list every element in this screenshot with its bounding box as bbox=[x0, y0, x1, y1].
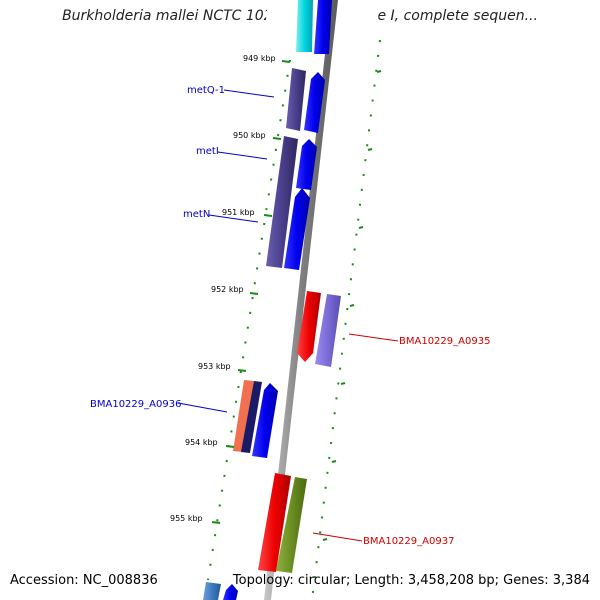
tick-label: 953 kbp bbox=[198, 362, 231, 371]
gene-labels: metQ-1 metI metN BMA10229_A0935 BMA10229… bbox=[90, 85, 490, 547]
tick-label: 949 kbp bbox=[243, 54, 276, 63]
guide-dashes bbox=[322, 70, 382, 541]
gene-label-A0937[interactable]: BMA10229_A0937 bbox=[363, 536, 454, 547]
scale-ticks: 949 kbp 950 kbp 951 kbp 952 kbp 953 kbp … bbox=[170, 54, 291, 524]
gene-bottom-steel[interactable] bbox=[203, 582, 221, 600]
tick-label: 952 kbp bbox=[211, 285, 244, 294]
chromosome-backbone bbox=[264, 0, 338, 600]
gene-label-A0935[interactable]: BMA10229_A0935 bbox=[399, 336, 490, 347]
accession-text: Accession: NC_008836 bbox=[10, 573, 158, 588]
gene-metN-arrow[interactable] bbox=[284, 188, 310, 270]
tick-label: 950 kbp bbox=[233, 131, 266, 140]
gene-A0936-blue[interactable] bbox=[252, 383, 278, 458]
gene-label-A0936[interactable]: BMA10229_A0936 bbox=[90, 399, 181, 410]
gene-A0936-navy[interactable] bbox=[241, 381, 262, 453]
gene-A0935-red[interactable] bbox=[297, 291, 321, 362]
gene-bottom-blue[interactable] bbox=[223, 584, 238, 600]
gene-metI-cds[interactable] bbox=[266, 136, 298, 268]
tick-label: 955 kbp bbox=[170, 514, 203, 523]
gene-metQ1-arrow[interactable] bbox=[304, 72, 325, 133]
tick-label: 954 kbp bbox=[185, 438, 218, 447]
gene-label-metQ1[interactable]: metQ-1 bbox=[187, 85, 225, 96]
gene-A0937-red[interactable] bbox=[258, 473, 291, 572]
gene-A0935-lavender[interactable] bbox=[315, 294, 341, 367]
gene-top-cyan[interactable] bbox=[296, 0, 313, 52]
gene-label-metI[interactable]: metI bbox=[196, 146, 219, 157]
gene-metQ1-cds[interactable] bbox=[286, 68, 306, 131]
gene-A0936-salmon[interactable] bbox=[233, 380, 254, 452]
tick-label: 951 kbp bbox=[222, 208, 255, 217]
summary-text: Topology: circular; Length: 3,458,208 bp… bbox=[232, 573, 590, 588]
gene-A0937-olive[interactable] bbox=[276, 477, 307, 573]
gene-metI-arrow[interactable] bbox=[296, 139, 317, 190]
gene-top-blue[interactable] bbox=[314, 0, 332, 54]
gene-label-metN[interactable]: metN bbox=[183, 209, 210, 220]
